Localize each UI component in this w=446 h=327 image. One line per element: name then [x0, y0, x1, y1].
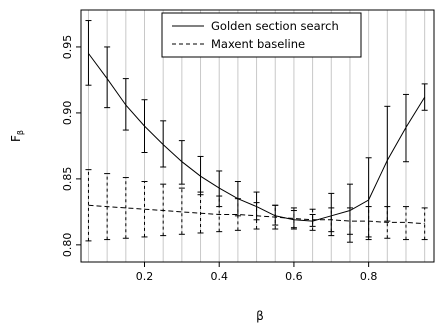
y-axis-title-main: F [9, 135, 23, 142]
y-axis-title-subscript: β [16, 130, 25, 135]
y-tick-label: 0.85 [61, 167, 74, 192]
y-tick-label: 0.90 [61, 101, 74, 126]
svg-text:Fβ: Fβ [9, 130, 25, 142]
series-lines [88, 53, 426, 225]
x-tick-label: 0.6 [285, 270, 303, 283]
y-axis-title: Fβ [9, 130, 25, 142]
y-axis: 0.80 0.85 0.90 0.95 [61, 35, 81, 257]
legend-box [161, 12, 362, 58]
plot-frame [80, 9, 435, 263]
x-tick-label: 0.8 [360, 270, 378, 283]
y-tick-label: 0.80 [61, 233, 74, 258]
legend: Golden section search Maxent baseline [161, 12, 362, 58]
legend-label-maxent: Maxent baseline [211, 37, 305, 51]
legend-label-golden: Golden section search [211, 19, 339, 33]
series-line-golden-section-search [88, 53, 426, 222]
x-tick-label: 0.2 [136, 270, 154, 283]
series-line-maxent-baseline [88, 204, 425, 225]
x-tick-label: 0.4 [210, 270, 228, 283]
x-axis-title: β [256, 309, 264, 323]
x-axis: 0.2 0.4 0.6 0.8 [136, 262, 378, 283]
y-tick-label: 0.95 [61, 35, 74, 60]
